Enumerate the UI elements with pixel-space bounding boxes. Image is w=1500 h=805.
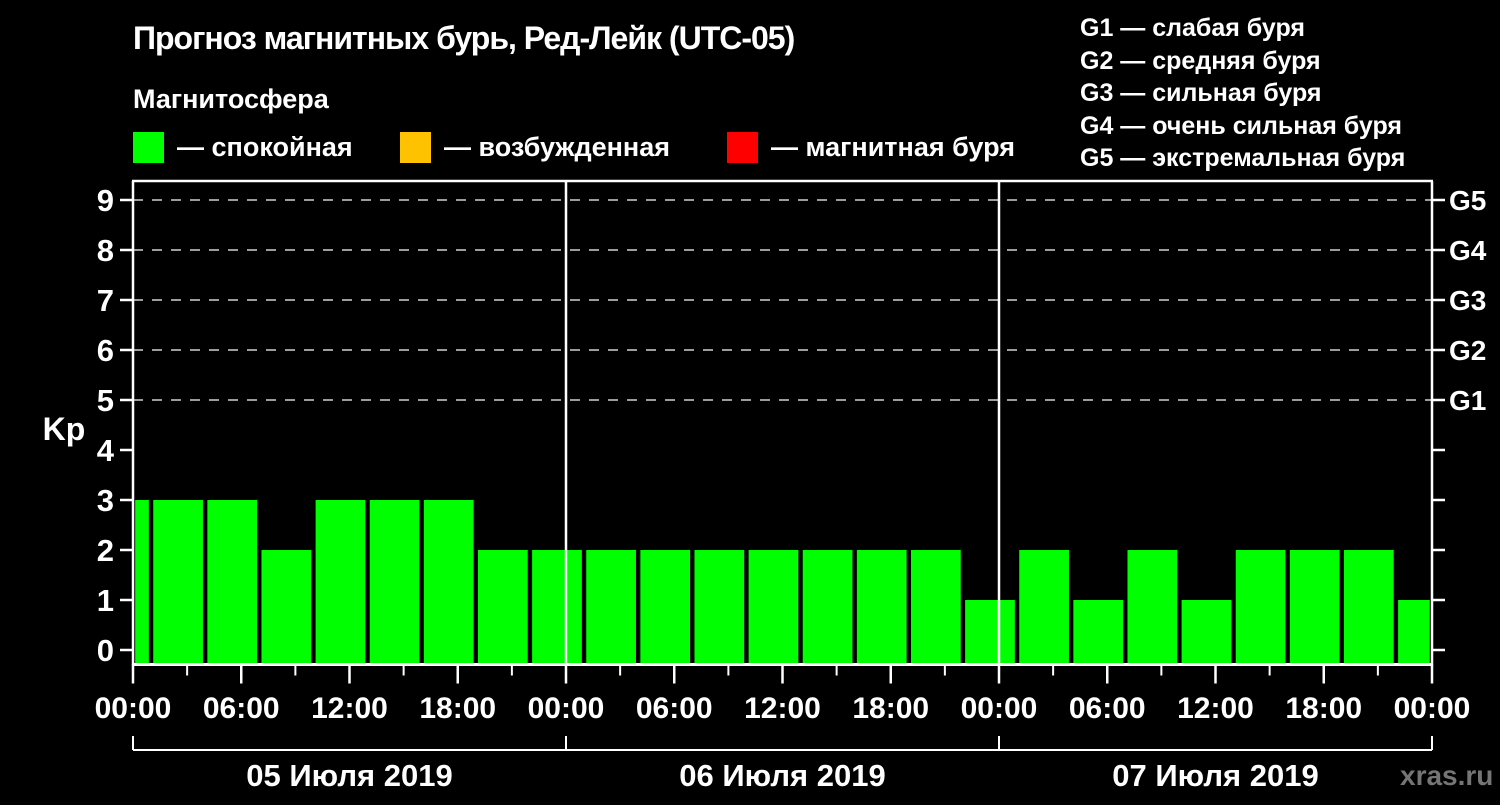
right-axis-label-g5: G5 <box>1449 185 1486 216</box>
y-tick-label: 7 <box>97 283 114 318</box>
date-label: 06 Июля 2019 <box>679 758 885 793</box>
date-label: 05 Июля 2019 <box>246 758 452 793</box>
x-tick-label: 12:00 <box>311 692 388 725</box>
y-tick-label: 6 <box>97 333 114 368</box>
kp-bar-h70 <box>1398 600 1430 665</box>
y-tick-label: 0 <box>97 633 114 668</box>
y-axis-title: Kp <box>43 411 86 447</box>
legend-item-quiet: — спокойная <box>133 131 353 163</box>
legend-item-excited: — возбужденная <box>400 131 670 163</box>
kp-bar-h64 <box>1289 550 1340 665</box>
x-tick-label: 00:00 <box>1394 692 1471 725</box>
x-tick-label: 06:00 <box>1069 692 1146 725</box>
x-tick-label: 12:00 <box>744 692 821 725</box>
kp-bar-h58 <box>1181 600 1232 665</box>
page-title: Прогноз магнитных бурь, Ред-Лейк (UTC-05… <box>133 20 795 56</box>
kp-bar-h37 <box>802 550 853 665</box>
y-tick-label: 5 <box>97 383 114 418</box>
legend-item-label: — магнитная буря <box>771 131 1015 162</box>
kp-bar-h22 <box>532 550 582 665</box>
kp-bar-h19 <box>477 550 528 665</box>
kp-bar-h34 <box>748 550 799 665</box>
right-axis-label-g4: G4 <box>1449 235 1487 266</box>
x-tick-label: 06:00 <box>203 692 280 725</box>
storm-scale-legend: G1 — слабая буря G2 — средняя буря G3 — … <box>1080 12 1405 175</box>
kp-bar-h49 <box>1019 550 1069 665</box>
x-tick-label: 18:00 <box>1285 692 1362 725</box>
legend-item-label: — возбужденная <box>444 131 670 162</box>
x-tick-label: 00:00 <box>961 692 1038 725</box>
kp-bar-h55 <box>1127 550 1178 665</box>
x-tick-label: 00:00 <box>95 692 172 725</box>
excited-color-swatch <box>400 131 431 163</box>
date-label: 07 Июля 2019 <box>1112 758 1318 793</box>
x-tick-label: 18:00 <box>419 692 496 725</box>
kp-bar-h16 <box>423 500 474 665</box>
x-tick-label: 18:00 <box>852 692 929 725</box>
x-tick-label: 00:00 <box>528 692 605 725</box>
kp-bar-h40 <box>856 550 907 665</box>
kp-bar-h0 <box>135 500 149 665</box>
storm-scale-line-g1: G1 — слабая буря <box>1080 14 1306 42</box>
kp-bar-h67 <box>1343 550 1394 665</box>
right-axis-label-g3: G3 <box>1449 285 1486 316</box>
y-tick-label: 3 <box>97 483 114 518</box>
kp-bar-h43 <box>910 550 961 665</box>
storm-scale-line-g5: G5 — экстремальная буря <box>1080 144 1406 172</box>
y-tick-label: 8 <box>97 233 114 268</box>
site-watermark: xras.ru <box>1400 760 1494 791</box>
storm-color-swatch <box>727 131 758 163</box>
kp-bar-h25 <box>586 550 636 665</box>
storm-scale-line-g2: G2 — средняя буря <box>1080 46 1321 75</box>
y-tick-label: 9 <box>97 183 114 218</box>
kp-bar-h46 <box>965 600 1015 665</box>
kp-bar-h61 <box>1235 550 1286 665</box>
y-tick-label: 2 <box>97 533 114 568</box>
kp-bar-h1 <box>153 500 203 665</box>
quiet-color-swatch <box>133 131 164 163</box>
magnetosphere-subtitle: Магнитосфера <box>133 84 329 114</box>
kp-bar-h7 <box>261 550 312 665</box>
y-tick-label: 1 <box>97 583 114 618</box>
kp-bar-h28 <box>640 550 691 665</box>
legend-item-label: — спокойная <box>177 131 353 162</box>
x-tick-label: 06:00 <box>636 692 713 725</box>
kp-bar-h13 <box>369 500 420 665</box>
kp-bar-h52 <box>1073 600 1124 665</box>
right-axis-label-g2: G2 <box>1449 335 1486 366</box>
kp-bar-h4 <box>207 500 258 665</box>
right-axis-label-g1: G1 <box>1449 385 1486 416</box>
y-tick-label: 4 <box>97 433 115 468</box>
legend-item-storm: — магнитная буря <box>727 131 1015 163</box>
x-tick-label: 12:00 <box>1177 692 1254 725</box>
storm-scale-line-g4: G4 — очень сильная буря <box>1080 111 1402 140</box>
storm-scale-line-g3: G3 — сильная буря <box>1080 79 1322 107</box>
kp-bar-h31 <box>694 550 745 665</box>
kp-bar-h10 <box>315 500 366 665</box>
